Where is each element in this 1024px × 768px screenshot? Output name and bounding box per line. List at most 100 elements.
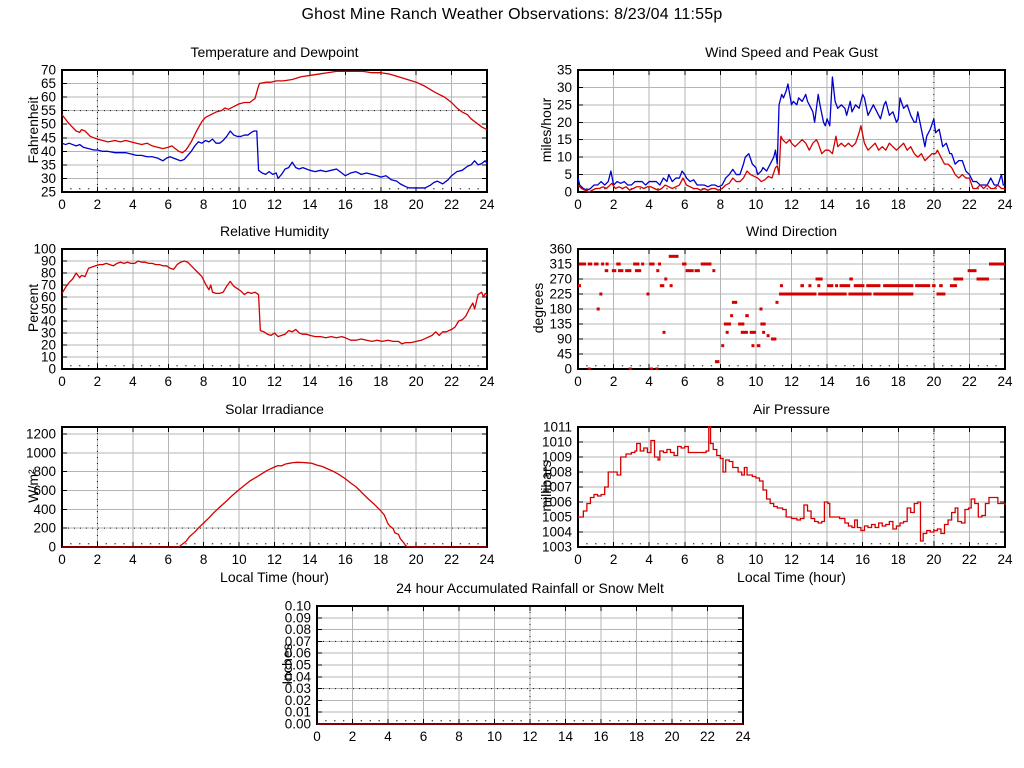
x-tick-label: 10	[748, 197, 763, 212]
minor-tick	[140, 543, 143, 545]
minor-tick	[114, 188, 116, 190]
x-tick-label: 4	[129, 552, 137, 567]
minor-tick	[247, 188, 249, 190]
minor-tick	[424, 543, 426, 545]
chart-title-relative-humidity: Relative Humidity	[220, 223, 329, 239]
chart-title-accumulated-rainfall: 24 hour Accumulated Rainfall or Snow Mel…	[396, 580, 664, 596]
x-tick-label: 0	[58, 374, 66, 389]
y-tick-label: 1200	[26, 427, 56, 442]
x-tick-label: 22	[700, 729, 715, 744]
minor-tick	[362, 543, 364, 545]
minor-tick	[573, 720, 576, 722]
minor-tick	[995, 543, 997, 545]
series-wind_direction	[658, 262, 662, 266]
series-wind_direction	[594, 262, 599, 266]
y-tick-label: 1011	[543, 420, 572, 435]
y-tick-label: 315	[549, 257, 572, 272]
x-tick-label: 10	[232, 197, 247, 212]
y-tick-label: 0.09	[285, 610, 311, 625]
minor-tick	[247, 543, 249, 545]
minor-tick	[87, 188, 90, 190]
chart-5: 0 2 4 6 8 10 12 14 16 18 20 22 241003100410051006100…	[542, 420, 1013, 568]
x-tick-label: 18	[891, 374, 906, 389]
minor-tick	[105, 188, 107, 190]
chart-title-wind-direction: Wind Direction	[745, 223, 838, 239]
minor-tick	[467, 720, 469, 722]
minor-tick	[808, 543, 810, 545]
minor-tick	[477, 365, 479, 367]
minor-tick	[194, 188, 196, 190]
y-tick-label: 135	[549, 317, 572, 332]
series-wind_direction	[646, 292, 650, 296]
x-tick-label: 10	[232, 552, 247, 567]
minor-tick	[335, 365, 338, 367]
minor-tick	[459, 365, 462, 367]
minor-tick	[149, 365, 152, 367]
minor-tick	[547, 720, 549, 722]
x-tick-label: 4	[645, 197, 653, 212]
minor-tick	[431, 720, 434, 722]
minor-tick	[123, 543, 125, 545]
minor-tick	[140, 365, 143, 367]
minor-tick	[440, 720, 442, 722]
y-axis-label-millibars: millibars	[538, 460, 554, 512]
minor-tick	[603, 188, 606, 190]
minor-tick	[114, 365, 116, 367]
minor-tick	[353, 188, 355, 190]
x-tick-label: 22	[444, 197, 459, 212]
minor-tick	[959, 188, 962, 190]
minor-tick	[185, 365, 187, 367]
minor-tick	[701, 365, 704, 367]
minor-tick	[924, 188, 926, 190]
series-wind_direction	[738, 322, 745, 326]
minor-tick	[586, 543, 588, 545]
series-wind_direction	[641, 262, 645, 266]
series-wind_direction	[827, 284, 834, 288]
x-tick-label: 10	[232, 374, 247, 389]
chart-6: 0 2 4 6 8 10 12 14 16 18 20 22 240.000.010.020.030.0…	[285, 599, 751, 745]
minor-tick	[692, 365, 695, 367]
y-tick-label: 30	[557, 80, 572, 95]
y-tick-label: 400	[33, 502, 56, 517]
x-tick-label: 12	[784, 374, 799, 389]
minor-tick	[626, 720, 629, 722]
minor-tick	[915, 365, 917, 367]
y-tick-label: 1008	[542, 465, 572, 480]
series-relative_humidity	[61, 260, 488, 345]
minor-tick	[773, 188, 775, 190]
series-wind_direction	[779, 292, 817, 296]
series-wind_direction	[883, 284, 914, 288]
minor-tick	[318, 365, 320, 367]
series-wind_direction	[731, 300, 738, 304]
y-tick-label: 1003	[542, 540, 572, 555]
x-tick-label: 18	[629, 729, 644, 744]
minor-tick	[211, 543, 214, 545]
minor-tick	[105, 365, 107, 367]
minor-tick	[915, 543, 917, 545]
x-tick-label: 20	[409, 197, 424, 212]
minor-tick	[158, 365, 161, 367]
minor-tick	[555, 720, 558, 722]
minor-tick	[176, 365, 178, 367]
x-tick-label: 22	[444, 552, 459, 567]
minor-tick	[906, 188, 908, 190]
minor-tick	[397, 188, 400, 190]
minor-tick	[582, 720, 584, 722]
minor-tick	[888, 188, 891, 190]
x-tick-label: 16	[338, 374, 353, 389]
series-wind_direction	[800, 284, 804, 288]
y-tick-label: 70	[41, 63, 56, 78]
minor-tick	[334, 720, 336, 722]
minor-tick	[369, 720, 371, 722]
y-tick-label: 10	[557, 150, 572, 165]
y-tick-label: 30	[41, 326, 56, 341]
minor-tick	[335, 188, 338, 190]
minor-tick	[662, 720, 664, 722]
y-tick-label: 60	[41, 290, 56, 305]
chart-3: 0 2 4 6 8 10 12 14 16 18 20 22 240459013518022527031…	[549, 242, 1013, 390]
minor-tick	[733, 720, 735, 722]
y-tick-label: 45	[41, 130, 56, 145]
y-tick-label: 0.01	[285, 705, 311, 720]
minor-tick	[710, 365, 713, 367]
y-tick-label: 15	[557, 132, 572, 147]
